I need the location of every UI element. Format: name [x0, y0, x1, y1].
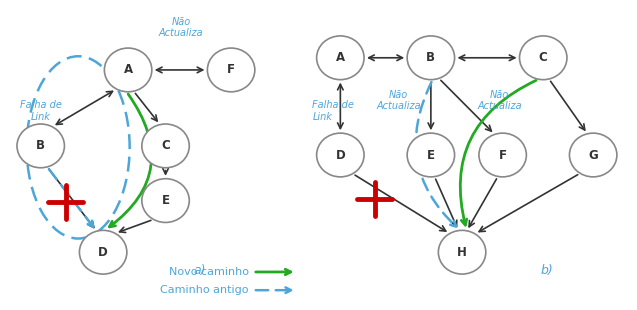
Text: Não
Actualiza: Não Actualiza — [477, 90, 522, 111]
Text: a): a) — [194, 264, 206, 277]
Text: D: D — [336, 148, 345, 162]
Text: F: F — [227, 64, 235, 77]
Text: Caminho antigo: Caminho antigo — [160, 285, 248, 295]
Ellipse shape — [317, 133, 364, 177]
Ellipse shape — [407, 36, 455, 80]
Text: B: B — [426, 51, 435, 64]
Text: Falha de
Link: Falha de Link — [20, 100, 62, 122]
Text: D: D — [98, 246, 108, 259]
Text: E: E — [427, 148, 435, 162]
Text: Falha de
Link: Falha de Link — [312, 100, 354, 122]
Text: F: F — [499, 148, 506, 162]
Ellipse shape — [317, 36, 364, 80]
Text: A: A — [336, 51, 345, 64]
Ellipse shape — [142, 124, 189, 168]
Ellipse shape — [80, 230, 127, 274]
Text: C: C — [161, 140, 170, 153]
Text: Não
Actualiza: Não Actualiza — [376, 90, 420, 111]
Text: E: E — [162, 194, 169, 207]
Text: b): b) — [540, 264, 553, 277]
Text: B: B — [36, 140, 45, 153]
Ellipse shape — [438, 230, 486, 274]
Text: Não
Actualiza: Não Actualiza — [159, 17, 203, 38]
Ellipse shape — [208, 48, 255, 92]
Ellipse shape — [569, 133, 617, 177]
Ellipse shape — [479, 133, 526, 177]
Text: C: C — [539, 51, 548, 64]
Text: H: H — [457, 246, 467, 259]
Ellipse shape — [17, 124, 64, 168]
Text: G: G — [589, 148, 598, 162]
Ellipse shape — [104, 48, 152, 92]
Ellipse shape — [407, 133, 455, 177]
Text: Novo caminho: Novo caminho — [169, 267, 248, 277]
Text: A: A — [124, 64, 132, 77]
Ellipse shape — [142, 179, 189, 223]
Ellipse shape — [520, 36, 567, 80]
